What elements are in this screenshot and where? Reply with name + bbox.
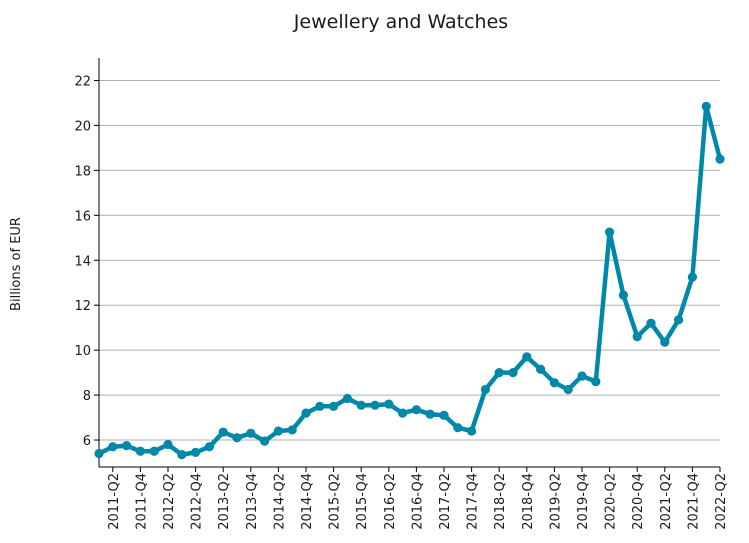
data-point [605, 227, 615, 237]
x-tick-label: 2017-Q4 [466, 473, 481, 530]
data-point [439, 410, 449, 420]
data-point [135, 446, 145, 456]
x-tick-label: 2014-Q2 [272, 473, 287, 530]
data-point [453, 423, 463, 433]
y-tick-label: 18 [74, 164, 91, 179]
data-point [149, 446, 159, 456]
data-point [549, 378, 560, 388]
x-tick-label: 2016-Q4 [410, 473, 425, 530]
data-point [563, 384, 573, 395]
series-line [96, 104, 723, 457]
data-point [425, 409, 435, 419]
x-tick-label: 2021-Q4 [686, 473, 701, 530]
data-point [660, 337, 670, 347]
data-point [204, 442, 214, 452]
data-point [536, 364, 546, 374]
data-point [715, 154, 725, 164]
data-point [591, 377, 601, 387]
x-tick-label: 2019-Q4 [576, 473, 591, 530]
data-point [370, 400, 380, 410]
x-tick-label: 2021-Q2 [659, 473, 674, 530]
data-point [577, 371, 587, 381]
series [94, 101, 725, 460]
data-point [329, 401, 339, 411]
data-point [356, 400, 366, 410]
data-point [287, 425, 297, 435]
data-point [632, 332, 642, 342]
x-tick-label: 2020-Q2 [604, 473, 619, 530]
x-tick-label: 2013-Q2 [217, 473, 232, 530]
y-tick-label: 8 [83, 389, 91, 404]
x-tick-label: 2018-Q4 [521, 473, 536, 530]
x-tick-label: 2015-Q2 [328, 473, 343, 530]
chart-title: Jewellery and Watches [293, 11, 508, 33]
data-point [301, 408, 311, 418]
y-tick-label: 22 [74, 74, 91, 89]
data-point [467, 426, 477, 436]
data-point [342, 393, 352, 404]
x-tick-label: 2022-Q2 [714, 473, 729, 530]
x-tick-label: 2011-Q2 [107, 473, 122, 530]
data-point [508, 368, 518, 378]
x-axis-ticks: 2011-Q2 2011-Q4 2012-Q2 2012-Q4 2013-Q2 2013-… [107, 467, 729, 530]
x-tick-label: 2012-Q2 [162, 473, 177, 530]
data-point [701, 101, 711, 111]
data-point [384, 399, 394, 409]
data-point [246, 428, 256, 438]
data-point [398, 408, 408, 418]
data-point [232, 433, 242, 443]
data-point [163, 439, 173, 450]
data-point [218, 427, 228, 437]
data-point [522, 352, 532, 362]
y-tick-label: 6 [83, 434, 91, 449]
x-tick-label: 2013-Q4 [245, 473, 260, 530]
y-axis-ticks: 6 8 10 12 14 16 18 20 22 [74, 74, 99, 449]
data-point [494, 368, 504, 378]
y-tick-label: 12 [74, 299, 91, 314]
y-tick-label: 20 [74, 119, 91, 134]
data-point [191, 447, 201, 457]
data-point [273, 426, 283, 436]
data-point [646, 318, 656, 328]
data-point [108, 442, 118, 452]
x-tick-label: 2016-Q2 [383, 473, 398, 530]
y-tick-label: 10 [74, 344, 91, 359]
axes [98, 58, 720, 468]
gridlines [99, 79, 720, 441]
x-tick-label: 2020-Q4 [631, 473, 646, 530]
x-tick-label: 2012-Q4 [190, 473, 205, 530]
x-tick-label: 2015-Q4 [355, 473, 370, 530]
data-point [687, 272, 698, 282]
data-point [411, 405, 421, 415]
x-tick-label: 2018-Q2 [493, 473, 508, 530]
y-tick-label: 14 [74, 254, 91, 269]
x-tick-label: 2014-Q4 [300, 473, 315, 530]
data-point [94, 448, 104, 459]
x-tick-label: 2011-Q4 [134, 473, 149, 530]
data-point [674, 315, 684, 325]
x-tick-label: 2017-Q2 [438, 473, 453, 530]
x-tick-label: 2019-Q2 [548, 473, 563, 530]
data-point [122, 441, 132, 451]
data-point [618, 290, 629, 300]
data-point [260, 436, 270, 446]
data-point [480, 384, 490, 395]
data-point [315, 401, 325, 411]
data-point [177, 450, 187, 460]
y-tick-label: 16 [74, 209, 91, 224]
y-axis-label: Billions of EUR [9, 217, 24, 311]
